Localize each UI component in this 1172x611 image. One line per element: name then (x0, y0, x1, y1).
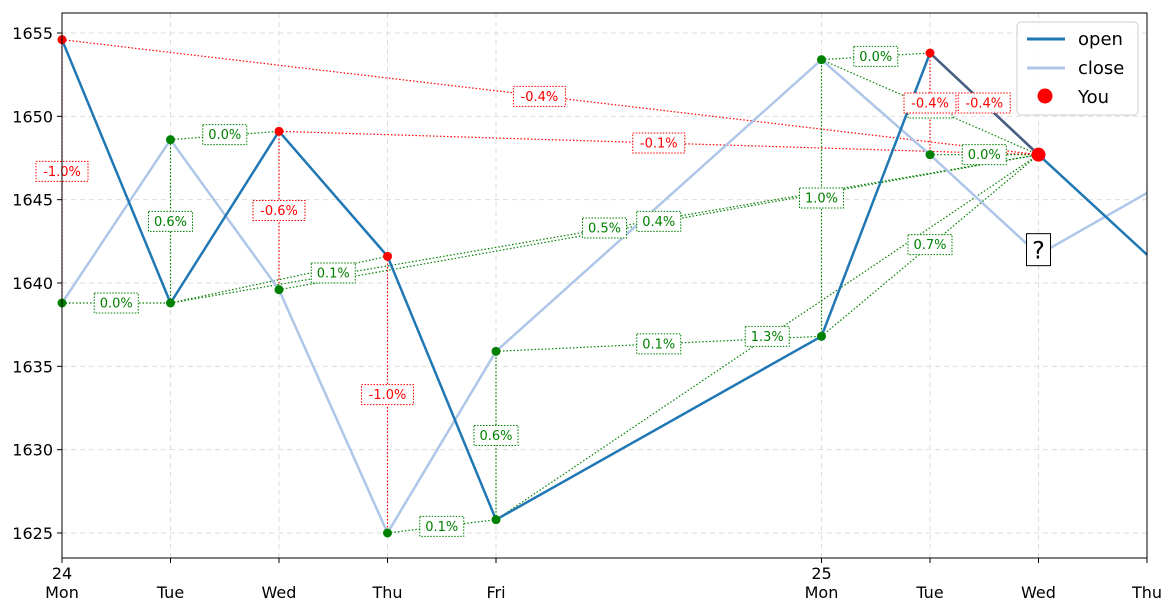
data-point-marker (925, 48, 935, 58)
annotation-label-box (512, 85, 566, 107)
data-point-marker (166, 135, 175, 145)
annotation-label-box (853, 45, 899, 67)
y-tick-label: 1635 (12, 357, 53, 376)
annotation-label: 0.4% (642, 215, 675, 230)
annotation-line (61, 39, 1039, 156)
data-point-marker (925, 150, 935, 160)
annotation-line (278, 130, 1039, 156)
annotation-label: 1.0% (805, 192, 838, 207)
annotation-label-box (636, 333, 682, 355)
annotation-label-box (903, 92, 957, 114)
annotation-label-box (310, 262, 356, 284)
data-point-marker (491, 515, 501, 525)
annotation-label: 0.5% (588, 222, 621, 237)
annotation-label: 0.1% (317, 267, 350, 282)
y-tick-label: 1655 (12, 24, 53, 43)
annotation-line (170, 130, 280, 141)
plot-frame (61, 12, 1148, 559)
annotation-label-box (961, 144, 1007, 166)
data-point-marker (274, 285, 284, 295)
x-tick-weekday-label: Tue (156, 583, 184, 602)
legend: open close You (1016, 21, 1139, 116)
annotation-label: 1.3% (751, 330, 784, 345)
annotation-label-box (361, 384, 414, 406)
legend-you-label: You (1077, 87, 1109, 108)
annotation-label-box (93, 292, 139, 314)
annotation-label: -0.1% (640, 137, 678, 152)
annotation-labels: -0.4% -0.1% -0.4% 0.0% 1.0% 0.5% 0.4% 1.3% 0.7% 0… (35, 45, 1051, 537)
annotation-label: -0.6% (260, 204, 298, 219)
legend-close-label: close (1078, 58, 1124, 79)
question-box (1026, 233, 1051, 267)
annotation-line (821, 154, 1039, 337)
annotation-label: 0.7% (913, 238, 946, 253)
grid (61, 13, 1148, 558)
markers (57, 35, 1046, 538)
series-lines (60, 39, 1148, 535)
x-tick-weekday-label: Wed (262, 583, 297, 602)
annotation-line (387, 519, 497, 534)
data-point-marker (274, 126, 284, 136)
annotation-label: -0.4% (521, 90, 559, 105)
annotation-label-box (907, 234, 953, 256)
annotation-label-box (799, 187, 844, 209)
annotation-label: 0.6% (479, 429, 512, 444)
annotation-label: 0.1% (642, 337, 675, 352)
x-tick-day-label: 24 (52, 564, 72, 583)
annotation-label-box (473, 425, 519, 446)
annotation-label-box (202, 124, 248, 146)
annotation-label: 0.0% (100, 297, 133, 312)
legend-you-marker (1037, 88, 1053, 104)
question-mark: ? (1032, 237, 1045, 265)
x-tick-weekday-label: Thu (1131, 583, 1162, 602)
legend-open-label: open (1078, 29, 1123, 50)
you-marker (1031, 147, 1046, 162)
annotation-label: -1.0% (369, 388, 407, 403)
y-tick-label: 1625 (12, 524, 53, 543)
x-tick-weekday-label: Mon (45, 583, 79, 602)
y-tick-label: 1650 (12, 107, 53, 126)
annotation-label: -0.4% (911, 97, 949, 112)
data-point-marker (383, 528, 392, 538)
y-tick-label: 1645 (12, 191, 53, 210)
annotation-label-box (252, 200, 306, 221)
annotation-lines (61, 39, 1039, 534)
x-tick-weekday-label: Wed (1021, 583, 1056, 602)
x-tick-weekday-label: Mon (805, 583, 839, 602)
x-tick-weekday-label: Thu (371, 583, 402, 602)
annotation-label-box (636, 210, 682, 232)
data-point-marker (817, 331, 826, 341)
data-point-marker (383, 251, 392, 261)
annotation-label-box (419, 515, 465, 537)
annotation-label-box (148, 210, 193, 232)
y-axis: 1625 1630 1635 1640 1645 1650 1655 (12, 24, 62, 543)
y-tick-label: 1640 (12, 274, 53, 293)
annotation-label: 0.0% (208, 128, 241, 143)
annotation-label: 0.1% (425, 520, 458, 535)
annotation-label-box (957, 92, 1011, 114)
annotation-label-box (632, 132, 686, 154)
x-tick-weekday-label: Fri (486, 583, 505, 602)
data-point-marker (817, 55, 826, 65)
annotation-label: 0.6% (154, 215, 187, 230)
data-point-marker (491, 346, 501, 356)
annotation-label: -0.4% (965, 97, 1003, 112)
annotation-label-box (582, 217, 627, 239)
annotation-label-box (744, 325, 790, 347)
annotation-line (821, 59, 1039, 156)
x-tick-day-label: 25 (811, 564, 831, 583)
y-tick-label: 1630 (12, 441, 53, 460)
annotation-label: 0.0% (968, 148, 1001, 163)
annotation-line (821, 52, 931, 61)
data-point-marker (166, 298, 175, 308)
annotation-label: 0.0% (859, 50, 892, 65)
x-tick-weekday-label: Tue (915, 583, 943, 602)
